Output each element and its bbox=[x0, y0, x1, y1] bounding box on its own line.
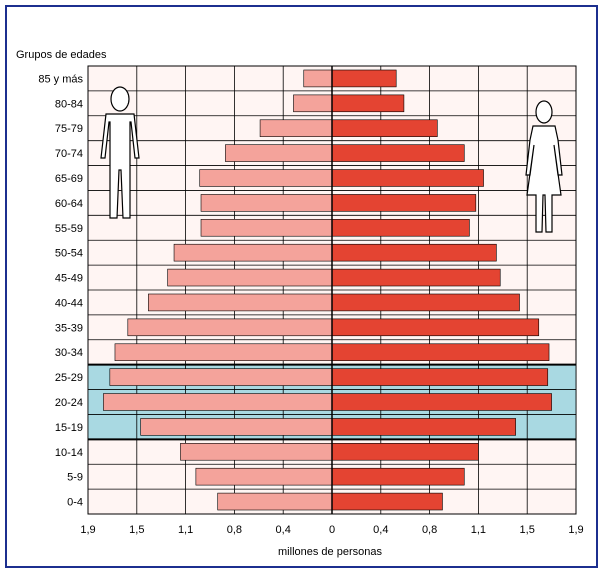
x-tick-label: 1,5 bbox=[129, 524, 144, 536]
bar-left bbox=[217, 492, 333, 511]
bar-right bbox=[331, 343, 550, 361]
bar-right bbox=[331, 268, 501, 287]
category-label: 45-49 bbox=[55, 273, 83, 285]
male-figure-icon bbox=[100, 86, 140, 219]
category-label: 55-59 bbox=[55, 223, 83, 235]
bar-right bbox=[331, 293, 520, 312]
bar-left bbox=[140, 418, 333, 436]
bar-right bbox=[331, 418, 516, 436]
x-tick-label: 0,4 bbox=[373, 524, 388, 536]
x-tick-label: 1,1 bbox=[178, 524, 193, 536]
category-label: 35-39 bbox=[55, 322, 83, 334]
bar-left bbox=[167, 268, 333, 287]
bar-right bbox=[331, 318, 540, 337]
category-label: 40-44 bbox=[55, 297, 83, 309]
bar-right bbox=[331, 194, 477, 212]
bar-right bbox=[331, 169, 484, 187]
category-label: 30-34 bbox=[55, 347, 83, 359]
bar-right bbox=[331, 144, 465, 162]
category-label: 75-79 bbox=[55, 123, 83, 135]
bar-left bbox=[114, 343, 333, 361]
category-label: 85 y más bbox=[38, 73, 83, 85]
bar-left bbox=[293, 94, 333, 113]
category-label: 65-69 bbox=[55, 173, 83, 185]
x-tick-label: 1,9 bbox=[568, 524, 583, 536]
plot-area: 85 y más 80-84 75-79 70-74 65-69 60-64 55-59 50… bbox=[38, 65, 584, 536]
bar-right bbox=[331, 467, 465, 486]
category-label: 5-9 bbox=[67, 472, 83, 484]
bar-left bbox=[109, 368, 333, 386]
bar-left bbox=[225, 144, 333, 162]
x-tick-label: 1,1 bbox=[471, 524, 486, 536]
bar-left bbox=[148, 293, 333, 312]
category-label: 70-74 bbox=[55, 148, 83, 160]
bar-left bbox=[259, 119, 333, 137]
bar-left bbox=[200, 194, 333, 212]
bar-right bbox=[331, 219, 470, 237]
bar-right bbox=[331, 243, 497, 262]
x-tick-label: 0,8 bbox=[422, 524, 437, 536]
bar-left bbox=[173, 243, 333, 262]
bar-right bbox=[331, 393, 552, 411]
bar-right bbox=[331, 69, 397, 88]
category-label: 20-24 bbox=[55, 397, 83, 409]
x-tick-label: 0,4 bbox=[276, 524, 291, 536]
x-tick-label: 0,8 bbox=[227, 524, 242, 536]
bar-right bbox=[331, 443, 479, 461]
female-figure-icon bbox=[525, 100, 563, 233]
bar-left bbox=[180, 443, 333, 461]
bar-left bbox=[195, 467, 333, 486]
bar-left bbox=[103, 393, 333, 411]
category-label: 25-29 bbox=[55, 372, 83, 384]
bar-left bbox=[200, 219, 333, 237]
bar-right bbox=[331, 94, 405, 113]
bar-right bbox=[331, 119, 438, 137]
y-axis-title: Grupos de edades bbox=[16, 49, 107, 61]
x-axis-label: millones de personas bbox=[278, 546, 382, 558]
category-label: 50-54 bbox=[55, 248, 83, 260]
x-tick-label: 0 bbox=[329, 524, 335, 536]
bar-left bbox=[199, 169, 333, 187]
bar-left bbox=[303, 69, 333, 88]
category-label: 80-84 bbox=[55, 98, 83, 110]
category-label: 60-64 bbox=[55, 198, 83, 210]
bar-right bbox=[331, 368, 549, 386]
category-label: 0-4 bbox=[67, 497, 83, 509]
x-tick-label: 1,5 bbox=[520, 524, 535, 536]
x-tick-label: 1,9 bbox=[80, 524, 95, 536]
bar-left bbox=[127, 318, 333, 337]
category-label: 10-14 bbox=[55, 447, 83, 459]
bar-right bbox=[331, 492, 443, 511]
category-label: 15-19 bbox=[55, 422, 83, 434]
